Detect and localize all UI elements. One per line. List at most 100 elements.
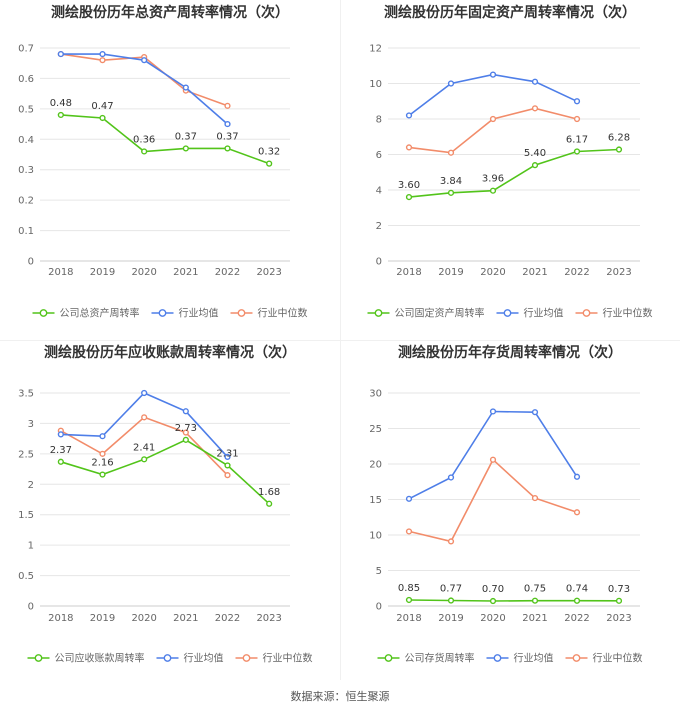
chart-title: 测绘股份历年应收账款周转率情况（次）	[44, 344, 296, 361]
legend-swatch-marker	[572, 654, 581, 662]
legend-swatch-marker	[34, 654, 43, 662]
data-point-company	[531, 162, 539, 169]
data-point-industry-avg	[99, 50, 106, 58]
legend-item-company[interactable]: 公司总资产周转率	[32, 307, 140, 320]
series-line-company	[60, 438, 270, 505]
data-point-industry-median	[405, 528, 413, 535]
data-point-industry-median	[182, 429, 189, 436]
y-tick-label: 0	[28, 602, 34, 613]
legend-item-industry-median[interactable]: 行业中位数	[565, 652, 643, 665]
data-point-company	[99, 471, 106, 478]
series-line-company	[408, 599, 620, 602]
data-label: 0.32	[258, 147, 280, 158]
x-tick-label: 2019	[438, 267, 463, 278]
data-point-industry-avg	[405, 495, 413, 502]
data-point-company	[405, 194, 413, 201]
chart-legend: 公司总资产周转率 行业均值 行业中位数	[32, 307, 308, 320]
chart-panel-1: 测绘股份历年总资产周转率情况（次） 0 0.1 0.2 0.3 0.4 0.5 0.6 0.7 2…	[18, 4, 307, 320]
y-tick-label: 3.5	[18, 389, 34, 400]
legend-item-industry-avg[interactable]: 行业均值	[151, 307, 219, 320]
y-tick-label: 0.3	[18, 165, 34, 176]
x-tick-label: 2023	[256, 267, 281, 278]
y-tick-label: 30	[369, 389, 382, 400]
legend-item-industry-median[interactable]: 行业中位数	[235, 652, 313, 665]
legend-item-industry-avg[interactable]: 行业均值	[496, 307, 564, 320]
y-tick-label: 0.6	[18, 74, 34, 85]
x-tick-label: 2022	[564, 267, 589, 278]
data-label: 0.74	[566, 584, 588, 595]
data-label: 2.73	[175, 423, 197, 434]
legend-label: 公司总资产周转率	[60, 307, 140, 320]
y-tick-label: 12	[369, 44, 382, 55]
data-point-company	[182, 145, 189, 152]
legend-swatch-marker	[158, 309, 167, 317]
data-point-industry-median	[405, 144, 413, 151]
legend-label: 公司固定资产周转率	[395, 307, 485, 320]
data-point-industry-avg	[531, 78, 539, 85]
x-tick-label: 2021	[522, 613, 547, 624]
y-tick-label: 10	[369, 79, 382, 90]
x-tick-label: 2018	[48, 267, 73, 278]
data-point-industry-avg	[57, 50, 64, 58]
data-point-company	[615, 146, 623, 153]
legend-item-company[interactable]: 公司存货周转率	[377, 652, 475, 665]
data-label: 0.73	[608, 584, 630, 595]
legend-item-industry-median[interactable]: 行业中位数	[230, 307, 308, 320]
series-line-industry-median	[408, 458, 578, 543]
data-point-company	[447, 189, 455, 196]
y-tick-label: 0.7	[18, 44, 34, 55]
legend-swatch-marker	[493, 654, 502, 662]
data-point-industry-avg	[489, 71, 497, 78]
x-tick-label: 2020	[131, 613, 156, 624]
x-tick-label: 2023	[256, 613, 281, 624]
data-point-industry-avg	[224, 120, 231, 128]
data-point-company	[615, 597, 623, 604]
x-tick-label: 2022	[564, 613, 589, 624]
legend-label: 行业中位数	[263, 652, 313, 665]
legend-item-company[interactable]: 公司固定资产周转率	[367, 307, 485, 320]
y-tick-label: 8	[376, 115, 382, 126]
data-point-industry-median	[224, 472, 231, 479]
data-point-industry-avg	[405, 112, 413, 119]
data-point-industry-avg	[141, 389, 148, 397]
y-tick-label: 15	[369, 495, 382, 506]
data-label: 5.40	[524, 148, 546, 159]
data-point-industry-median	[447, 538, 455, 545]
y-tick-label: 2	[376, 221, 382, 232]
data-point-industry-median	[531, 494, 539, 502]
data-point-company	[141, 148, 148, 155]
data-point-company	[266, 160, 273, 167]
legend-swatch-marker	[503, 309, 512, 317]
x-tick-label: 2019	[90, 267, 115, 278]
legend-item-company[interactable]: 公司应收账款周转率	[27, 652, 145, 665]
data-label: 3.96	[482, 174, 504, 185]
legend-item-industry-median[interactable]: 行业中位数	[575, 307, 653, 320]
legend-label: 公司存货周转率	[405, 652, 475, 665]
data-point-company	[266, 500, 273, 507]
legend-swatch-marker	[582, 309, 591, 317]
data-point-company	[573, 597, 581, 604]
chart-title: 测绘股份历年总资产周转率情况（次）	[51, 4, 289, 21]
data-point-industry-avg	[224, 453, 231, 461]
data-point-industry-avg	[141, 57, 148, 64]
data-point-industry-median	[224, 102, 231, 109]
data-point-industry-median	[99, 450, 106, 457]
legend-label: 行业均值	[514, 652, 554, 665]
legend-item-industry-avg[interactable]: 行业均值	[156, 652, 224, 665]
y-tick-label: 6	[376, 150, 382, 161]
series-line-industry-avg	[60, 53, 229, 125]
chart-legend: 公司固定资产周转率 行业均值 行业中位数	[367, 307, 653, 320]
data-point-company	[57, 458, 64, 465]
data-point-industry-avg	[182, 84, 189, 91]
data-label: 0.47	[91, 101, 113, 112]
data-point-industry-median	[531, 105, 539, 112]
data-label: 2.16	[91, 458, 113, 469]
data-point-company	[224, 462, 231, 469]
y-tick-label: 0	[376, 257, 382, 268]
y-tick-label: 2.5	[18, 449, 34, 460]
data-point-industry-median	[573, 115, 581, 123]
legend-item-industry-avg[interactable]: 行业均值	[486, 652, 554, 665]
data-point-industry-avg	[531, 409, 539, 416]
data-point-company	[224, 145, 231, 152]
series-line-company	[60, 114, 270, 165]
